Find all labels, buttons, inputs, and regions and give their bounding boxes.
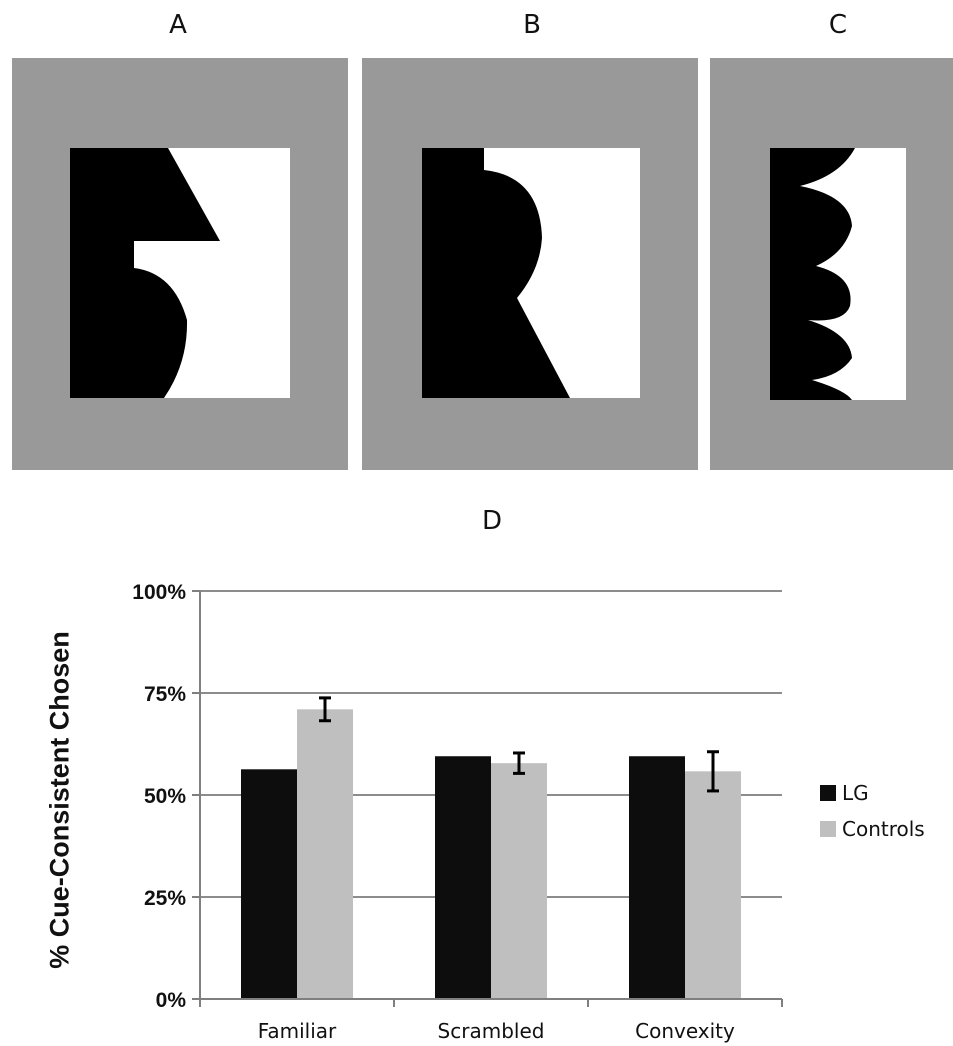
x-tick-label-familiar: Familiar — [258, 1019, 337, 1043]
bar-lg-familiar — [241, 769, 297, 999]
x-tick-label-convexity: Convexity — [635, 1019, 735, 1043]
bar-controls-familiar — [297, 709, 353, 999]
legend-label-controls: Controls — [842, 817, 925, 841]
stimulus-b — [362, 58, 698, 470]
bar-controls-scrambled — [491, 763, 547, 999]
y-axis-label: % Cue-Consistent Chosen — [44, 631, 75, 969]
y-tick-label: 25% — [144, 887, 186, 910]
x-tick-label-scrambled: Scrambled — [438, 1019, 545, 1043]
panel-a-label: A — [169, 10, 187, 40]
stimulus-a-black-figure — [70, 148, 220, 398]
panel-d-label: D — [481, 506, 503, 536]
bar-controls-convexity — [685, 771, 741, 999]
legend-swatch-controls — [820, 821, 836, 837]
legend-swatch-lg — [820, 785, 836, 801]
y-tick-label: 50% — [144, 785, 186, 808]
error-bars — [319, 696, 719, 793]
legend: LG Controls — [820, 775, 925, 847]
panel-b-label: B — [523, 10, 541, 40]
y-tick-label: 100% — [132, 581, 186, 604]
stimulus-b-black-figure — [422, 148, 570, 398]
axes — [192, 590, 783, 1007]
stimulus-a — [12, 58, 348, 470]
bars — [241, 709, 741, 999]
stimulus-c-black-figure — [770, 148, 855, 400]
tick-labels: 0% 25% 50% 75% 100% Familiar Scrambled Convexit… — [132, 581, 735, 1043]
legend-item-controls: Controls — [820, 811, 925, 847]
y-tick-label: 75% — [144, 683, 186, 706]
y-tick-label: 0% — [156, 989, 187, 1012]
bar-lg-convexity — [629, 756, 685, 999]
legend-item-lg: LG — [820, 775, 925, 811]
bar-lg-scrambled — [435, 756, 491, 999]
legend-label-lg: LG — [842, 781, 869, 805]
bar-chart: 0% 25% 50% 75% 100% Familiar Scrambled Convexit… — [132, 581, 783, 1043]
stimulus-c — [710, 58, 953, 470]
panel-c-label: C — [828, 10, 848, 40]
